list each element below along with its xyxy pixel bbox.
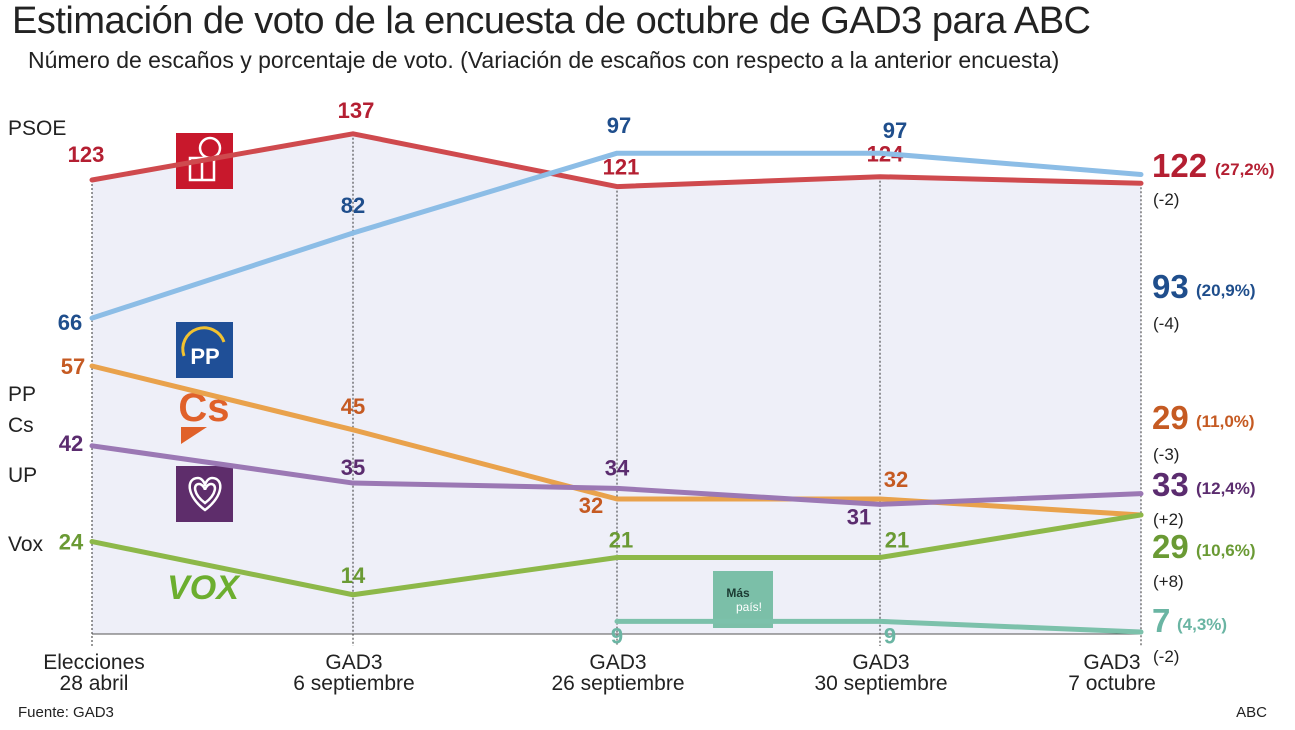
mas-pais-logo-text-2: país! [736, 600, 762, 614]
data-label-psoe-1: 137 [338, 98, 375, 123]
data-label-vox-1: 14 [341, 563, 366, 588]
pp-logo-text: PP [190, 344, 219, 369]
data-label-up-3: 31 [847, 504, 871, 529]
pp-logo [176, 322, 233, 378]
x-tick-label-line1: Elecciones [43, 651, 145, 674]
vox-logo-text: VOX [167, 569, 241, 607]
final-value-pp: 93 [1152, 268, 1189, 305]
x-tick-label-line1: GAD3 [325, 651, 383, 674]
cs-logo-arrow [181, 427, 207, 444]
party-name-cs: Cs [8, 414, 34, 437]
data-label-psoe-0: 123 [68, 142, 105, 167]
data-label-mas-pais-2: 9 [611, 623, 623, 648]
data-label-vox-2: 21 [609, 528, 633, 553]
series-line-mas-pais [614, 618, 1144, 635]
source-note: Fuente: GAD3 [18, 704, 114, 721]
data-label-up-2: 34 [605, 455, 630, 480]
x-tick-label-line2: 30 septiembre [814, 672, 948, 695]
party-name-psoe: PSOE [8, 117, 67, 140]
x-tick-label-line2: 7 octubre [1068, 672, 1156, 695]
data-label-cs-2: 32 [579, 493, 603, 518]
page-subtitle: Número de escaños y porcentaje de voto. … [28, 47, 1060, 73]
data-label-cs-3: 32 [884, 467, 908, 492]
page-title: Estimación de voto de la encuesta de oct… [12, 0, 1091, 42]
data-label-mas-pais-3: 9 [884, 623, 896, 648]
mas-pais-logo [713, 571, 773, 628]
final-pct-up: (12,4%) [1196, 479, 1256, 498]
data-label-up-0: 42 [59, 431, 83, 456]
final-value-mas-pais: 7 [1152, 602, 1170, 639]
change-pp: (-4) [1153, 314, 1179, 333]
change-mas-pais: (-2) [1153, 647, 1179, 666]
x-tick-label-line2: 26 septiembre [551, 672, 685, 695]
final-value-up: 33 [1152, 466, 1189, 503]
series-line-up [89, 443, 1144, 507]
data-label-pp-2: 97 [607, 113, 631, 138]
x-tick-label-line1: GAD3 [589, 651, 647, 674]
change-psoe: (-2) [1153, 190, 1179, 209]
data-label-cs-1: 45 [341, 394, 365, 419]
final-value-vox: 29 [1152, 528, 1189, 565]
change-up: (+2) [1153, 510, 1184, 529]
x-tick-label-0: Elecciones 28 abril [0, 652, 189, 694]
party-name-vox: Vox [8, 533, 44, 556]
x-tick-label-3: GAD3 30 septiembre [786, 652, 976, 694]
up-logo [176, 466, 233, 522]
final-pct-mas-pais: (4,3%) [1177, 615, 1227, 634]
x-tick-label-line1: GAD3 [1083, 651, 1141, 674]
mas-pais-logo-text-1: Más [726, 586, 750, 600]
data-label-pp-0: 66 [58, 310, 82, 335]
data-label-vox-3: 21 [885, 528, 909, 553]
data-label-up-1: 35 [341, 455, 365, 480]
final-value-cs: 29 [1152, 399, 1189, 436]
series-line-pp [89, 150, 1144, 321]
data-label-cs-0: 57 [61, 354, 85, 379]
change-cs: (-3) [1153, 445, 1179, 464]
final-pct-psoe: (27,2%) [1215, 160, 1275, 179]
x-tick-label-2: GAD3 26 septiembre [523, 652, 713, 694]
series-line-psoe [89, 131, 1144, 190]
credit-note: ABC [1236, 704, 1267, 721]
party-name-pp: PP [8, 383, 37, 406]
final-pct-cs: (11,0%) [1196, 412, 1255, 431]
series-line-cs [89, 363, 1144, 518]
data-label-pp-1: 82 [341, 193, 365, 218]
x-tick-label-line2: 6 septiembre [293, 672, 415, 695]
final-pct-pp: (20,9%) [1196, 281, 1256, 300]
x-tick-label-4: GAD3 7 octubre [1017, 652, 1207, 694]
final-pct-vox: (10,6%) [1196, 541, 1256, 560]
data-label-vox-0: 24 [59, 530, 84, 555]
x-tick-label-line1: GAD3 [852, 651, 910, 674]
data-label-psoe-2: 121 [603, 155, 640, 180]
series-line-vox [89, 512, 1144, 598]
x-tick-label-line2: 28 abril [59, 672, 129, 695]
final-value-psoe: 122 [1152, 147, 1207, 184]
change-vox: (+8) [1153, 572, 1184, 591]
data-label-pp-3: 97 [883, 118, 907, 143]
x-tick-label-1: GAD3 6 septiembre [259, 652, 449, 694]
party-name-up: UP [8, 464, 38, 487]
